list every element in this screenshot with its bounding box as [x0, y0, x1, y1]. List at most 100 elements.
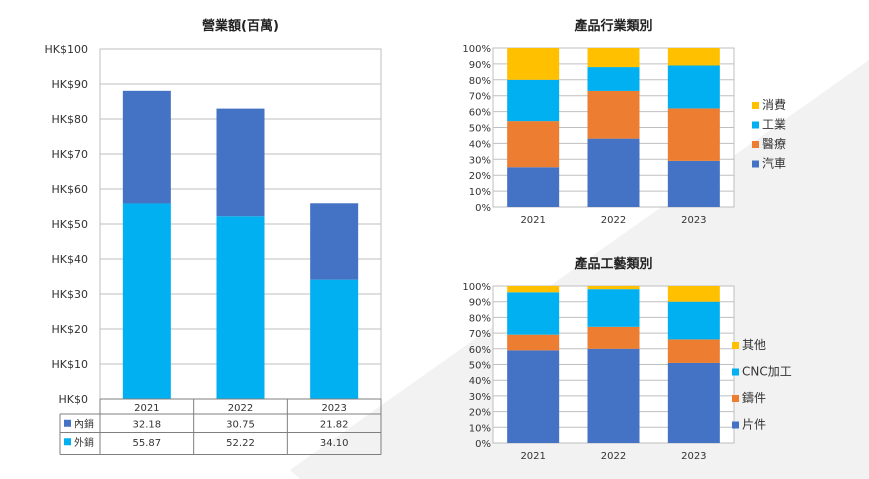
process-chart-title: 產品工藝類別 — [573, 256, 652, 272]
bar-sheet-2021 — [507, 350, 560, 443]
y-tick-label: HK$50 — [52, 218, 88, 231]
y-tick-label: HK$60 — [52, 183, 88, 196]
bar-consumer-2021 — [507, 48, 560, 80]
y-tick-label: HK$20 — [52, 323, 88, 336]
y-tick-label: 70% — [469, 92, 491, 103]
bar-industrial-2021 — [507, 79, 560, 122]
legend-label: 其他 — [742, 338, 766, 352]
legend-swatch-medical — [752, 141, 759, 148]
y-tick-label: 10% — [469, 423, 491, 434]
bar-domestic-2022 — [216, 108, 265, 217]
bar-industrial-2022 — [587, 67, 640, 91]
table-legend-swatch-export — [64, 438, 71, 446]
y-tick-label: HK$10 — [52, 358, 88, 371]
y-tick-label: 20% — [469, 408, 491, 419]
legend-label: 鑄件 — [742, 390, 766, 405]
legend-label: 工業 — [762, 118, 786, 132]
bar-cnc-2021 — [507, 292, 560, 335]
data-table-value: 30.75 — [226, 419, 255, 430]
bar-export-2021 — [122, 203, 171, 399]
y-tick-label: 60% — [469, 108, 491, 119]
y-tick-label: 40% — [469, 139, 491, 150]
y-tick-label: HK$40 — [52, 253, 88, 266]
bar-medical-2022 — [587, 90, 640, 139]
legend-label: 醫療 — [762, 137, 786, 151]
y-tick-label: 30% — [469, 155, 491, 166]
y-tick-label: 20% — [469, 171, 491, 182]
legend-swatch-other — [732, 342, 739, 349]
bar-consumer-2023 — [667, 48, 720, 66]
y-tick-label: 0% — [475, 203, 491, 214]
y-tick-label: 60% — [469, 345, 491, 356]
x-tick-label: 2021 — [134, 403, 159, 414]
data-table-value: 21.82 — [320, 419, 349, 430]
legend-label: 消費 — [762, 97, 786, 112]
bar-casting-2022 — [587, 326, 640, 349]
legend-swatch-consumer — [752, 102, 759, 109]
table-legend-swatch-domestic — [64, 419, 71, 427]
bar-export-2022 — [216, 216, 265, 399]
y-tick-label: 50% — [469, 124, 491, 135]
bar-auto-2023 — [667, 160, 720, 207]
revenue-chart-title: 營業額(百萬) — [202, 18, 279, 34]
bar-casting-2023 — [667, 339, 720, 363]
y-tick-label: 80% — [469, 313, 491, 324]
y-tick-label: HK$100 — [45, 43, 88, 56]
bar-sheet-2023 — [667, 362, 720, 443]
legend-swatch-sheet — [732, 421, 739, 429]
legend-swatch-auto — [752, 160, 759, 168]
bar-sheet-2022 — [587, 348, 640, 443]
bar-medical-2021 — [507, 121, 560, 168]
bar-consumer-2022 — [587, 48, 640, 68]
y-tick-label: 100% — [462, 282, 491, 293]
data-table-value: 52.22 — [226, 438, 255, 449]
x-tick-label: 2023 — [321, 403, 346, 414]
bar-cnc-2022 — [587, 289, 640, 327]
y-tick-label: 100% — [462, 44, 491, 55]
industry-chart-title: 產品行業類別 — [573, 18, 652, 34]
y-tick-label: HK$90 — [52, 78, 88, 91]
y-tick-label: 80% — [469, 76, 491, 87]
legend-swatch-industrial — [752, 121, 759, 129]
table-series-name: 外銷 — [74, 436, 94, 449]
y-tick-label: 50% — [469, 361, 491, 372]
bar-auto-2021 — [507, 167, 560, 207]
y-tick-label: 30% — [469, 392, 491, 403]
y-tick-label: 0% — [475, 439, 491, 450]
y-tick-label: HK$30 — [52, 288, 88, 301]
x-tick-label: 2022 — [228, 403, 253, 414]
y-tick-label: 70% — [469, 329, 491, 340]
y-tick-label: 90% — [469, 60, 491, 71]
x-tick-label: 2023 — [681, 451, 706, 462]
legend-label: 汽車 — [762, 156, 786, 171]
bar-medical-2023 — [667, 108, 720, 161]
x-tick-label: 2022 — [601, 451, 626, 462]
y-tick-label: 40% — [469, 376, 491, 387]
bar-domestic-2023 — [310, 203, 359, 280]
bar-domestic-2021 — [122, 90, 171, 204]
y-tick-label: HK$70 — [52, 148, 88, 161]
legend-label: CNC加工 — [742, 365, 792, 379]
bar-other-2021 — [507, 286, 560, 293]
y-tick-label: HK$80 — [52, 113, 88, 126]
x-tick-label: 2021 — [520, 215, 545, 226]
table-series-name: 內銷 — [74, 417, 94, 430]
data-table-value: 55.87 — [133, 438, 162, 449]
bar-casting-2021 — [507, 334, 560, 351]
bar-industrial-2023 — [667, 65, 720, 109]
bar-export-2023 — [310, 279, 359, 399]
data-table-value: 32.18 — [133, 419, 162, 430]
data-table-value: 34.10 — [320, 438, 349, 449]
legend-label: 片件 — [742, 418, 766, 432]
y-tick-label: 90% — [469, 298, 491, 309]
legend-swatch-casting — [732, 395, 739, 402]
x-tick-label: 2023 — [681, 215, 706, 226]
bar-other-2023 — [667, 286, 720, 302]
y-tick-label: HK$0 — [59, 393, 88, 406]
x-tick-label: 2022 — [601, 215, 626, 226]
bar-other-2022 — [587, 286, 640, 290]
bar-auto-2022 — [587, 138, 640, 207]
